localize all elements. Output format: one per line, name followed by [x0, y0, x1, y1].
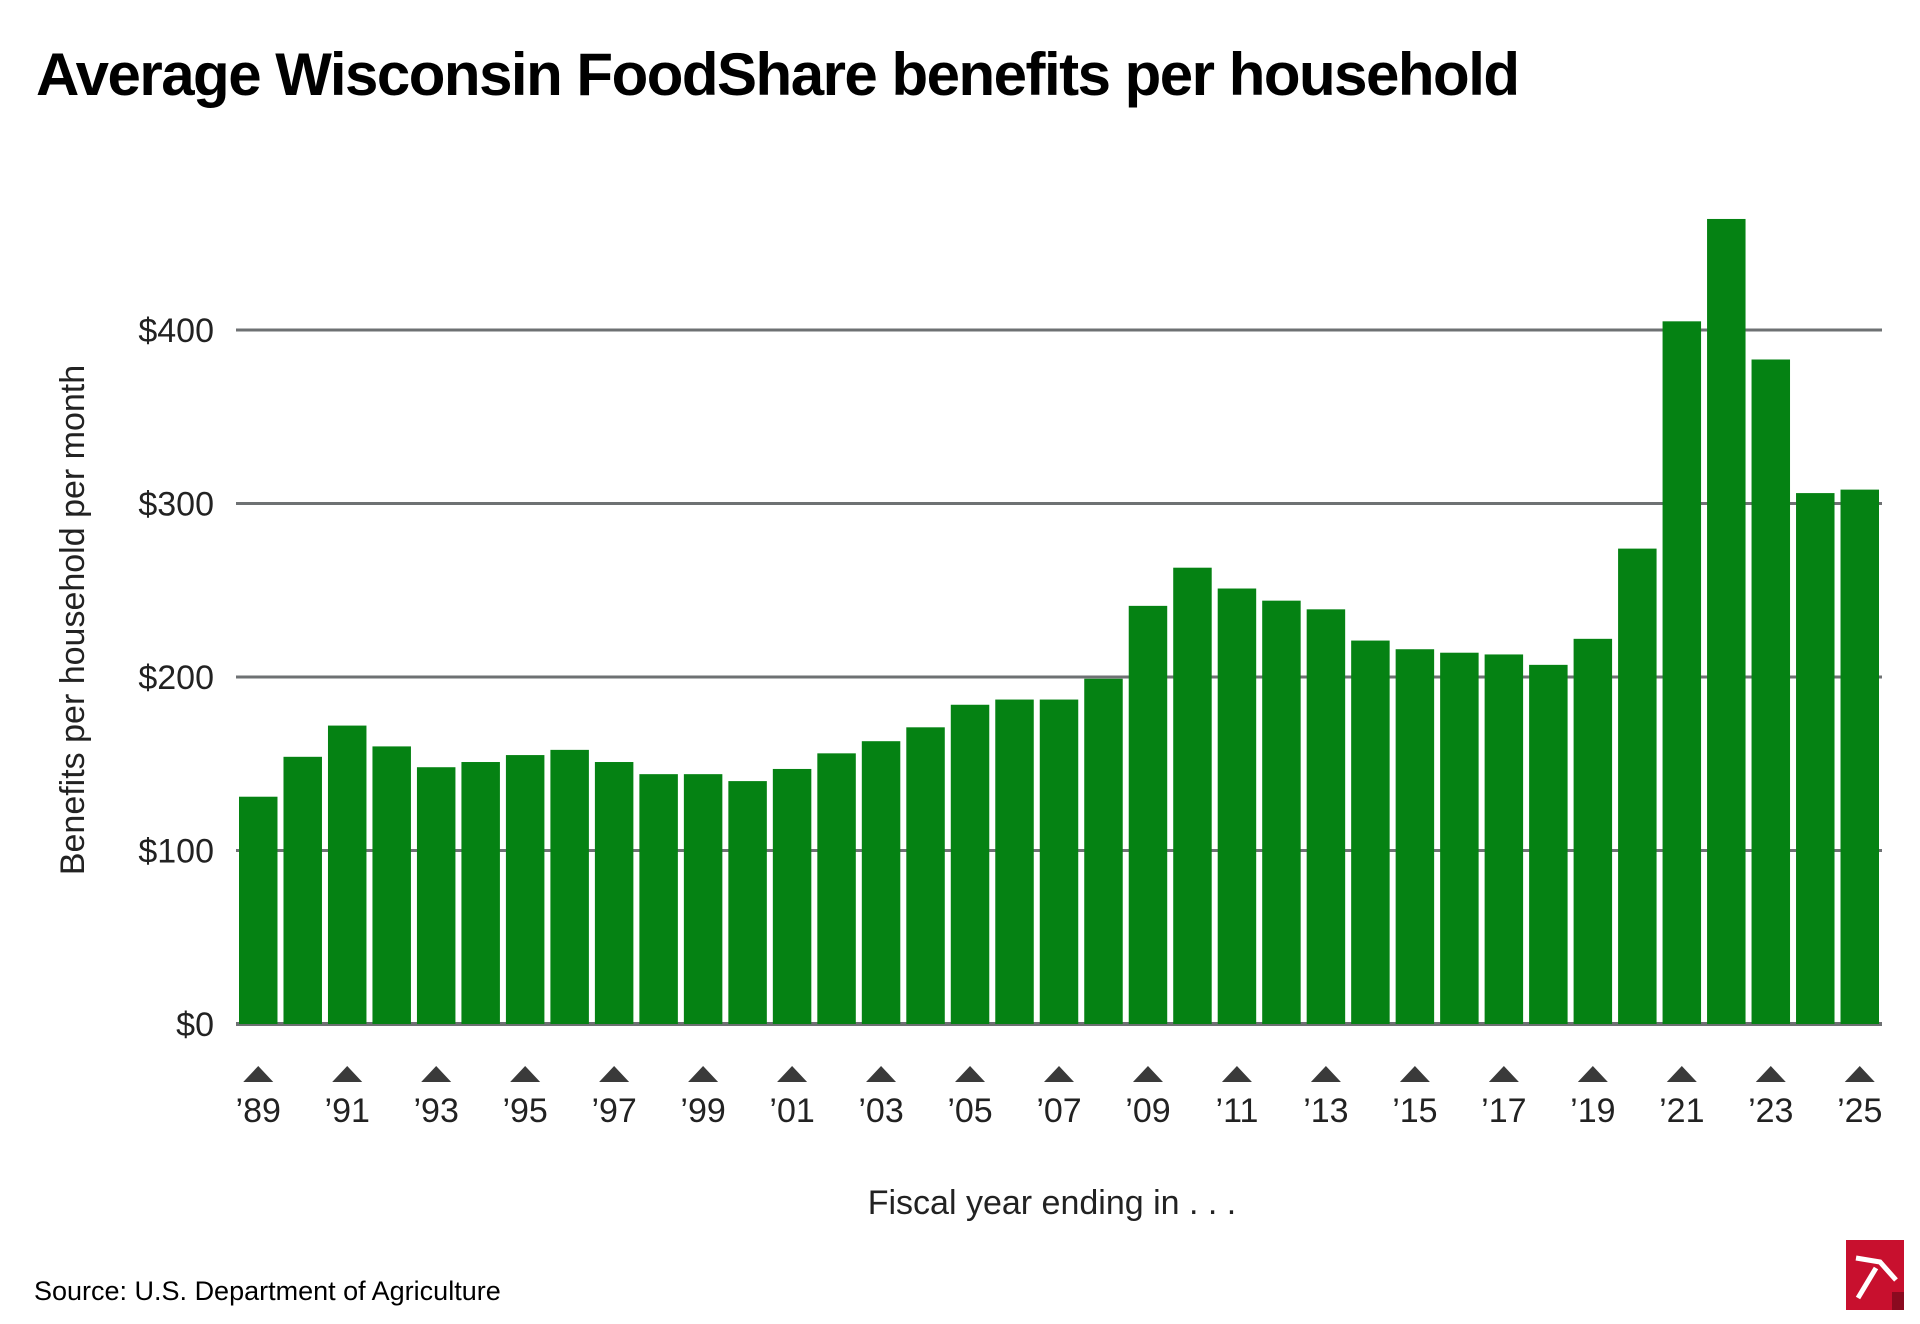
- bar-1998: [639, 774, 678, 1024]
- x-tick-label: ’13: [1303, 1092, 1348, 1130]
- bar-2010: [1173, 567, 1212, 1024]
- x-tick-label: ’03: [858, 1092, 903, 1130]
- bar-2003: [861, 741, 901, 1024]
- bar-2020: [1618, 548, 1657, 1024]
- x-tick-label: ’25: [1837, 1092, 1882, 1130]
- bar-2009: [1128, 605, 1168, 1024]
- x-tick-label: ’05: [947, 1092, 992, 1130]
- bar-2013: [1306, 609, 1346, 1024]
- x-tick-label: ’19: [1570, 1092, 1615, 1130]
- x-tick-label: ’21: [1659, 1092, 1704, 1130]
- x-tick-marker: [1755, 1066, 1786, 1082]
- bar-2017: [1484, 654, 1524, 1024]
- y-tick-label: $0: [176, 1006, 214, 1044]
- bar-1995: [505, 755, 545, 1024]
- x-tick-marker: [688, 1066, 719, 1082]
- bar-2011: [1217, 588, 1257, 1024]
- x-tick-marker: [1044, 1066, 1074, 1082]
- x-tick-marker: [1488, 1066, 1519, 1082]
- bar-2004: [906, 727, 945, 1024]
- logo-icon: [1846, 1240, 1904, 1310]
- chart-title: Average Wisconsin FoodShare benefits per…: [36, 41, 1520, 108]
- y-tick-label: $100: [138, 833, 214, 871]
- bar-2002: [817, 753, 856, 1024]
- x-tick-marker: [1399, 1066, 1430, 1082]
- x-tick-label: ’11: [1216, 1092, 1259, 1130]
- x-tick-label: ’95: [502, 1092, 547, 1130]
- x-tick-label: ’99: [680, 1092, 725, 1130]
- bar-2025: [1840, 489, 1879, 1024]
- bar-1992: [372, 746, 411, 1024]
- bar-1999: [683, 774, 723, 1024]
- bar-2007: [1039, 699, 1079, 1024]
- x-tick-marker: [1666, 1066, 1697, 1082]
- x-axis-ticks: ’89 ’91 ’93 ’95 ’97 ’99 ’01 ’03 ’05 ’07 ’09 ’11 ’13 ’…: [236, 1066, 1882, 1130]
- x-tick-marker: [332, 1066, 363, 1082]
- bar-1994: [461, 762, 500, 1024]
- bar-2008: [1084, 678, 1123, 1024]
- bar-2024: [1796, 493, 1835, 1025]
- bar-2012: [1262, 600, 1301, 1024]
- bar-1996: [550, 749, 589, 1024]
- y-tick-label: $300: [138, 486, 214, 524]
- bar-1989: [239, 796, 278, 1024]
- x-tick-marker: [1310, 1066, 1341, 1082]
- bar-1990: [283, 756, 322, 1024]
- y-tick-label: $200: [138, 659, 214, 697]
- x-tick-label: ’89: [236, 1092, 281, 1130]
- x-axis-title: Fiscal year ending in . . .: [868, 1184, 1237, 1222]
- bar-2022: [1707, 218, 1746, 1024]
- x-tick-label: ’91: [325, 1092, 370, 1130]
- y-axis-title: Benefits per household per month: [54, 365, 92, 875]
- y-axis-ticks: $0 $100 $200 $300 $400: [138, 312, 214, 1044]
- bar-2000: [728, 781, 767, 1024]
- bar-2005: [950, 704, 990, 1024]
- x-tick-label: ’93: [414, 1092, 459, 1130]
- bar-2014: [1351, 640, 1390, 1024]
- x-tick-label: ’01: [769, 1092, 814, 1130]
- bar-2023: [1751, 359, 1791, 1024]
- x-tick-label: ’09: [1125, 1092, 1170, 1130]
- x-tick-label: ’97: [591, 1092, 636, 1130]
- x-tick-marker: [510, 1066, 541, 1082]
- bar-2015: [1395, 649, 1435, 1024]
- x-tick-marker: [243, 1066, 274, 1082]
- bar-2021: [1662, 321, 1702, 1024]
- x-tick-marker: [421, 1066, 452, 1082]
- bar-1997: [594, 762, 634, 1024]
- bar-1993: [416, 767, 456, 1024]
- x-tick-label: ’07: [1036, 1092, 1081, 1130]
- x-tick-marker: [1221, 1066, 1252, 1082]
- bar-2016: [1440, 652, 1479, 1024]
- x-tick-marker: [777, 1066, 808, 1082]
- x-tick-marker: [866, 1066, 897, 1082]
- bar-2006: [995, 699, 1034, 1024]
- bar-2001: [772, 768, 812, 1024]
- bar-1991: [327, 725, 367, 1024]
- x-tick-label: ’17: [1481, 1092, 1526, 1130]
- bar-2018: [1529, 664, 1568, 1024]
- x-tick-marker: [955, 1066, 986, 1082]
- source-note: Source: U.S. Department of Agriculture: [34, 1276, 501, 1306]
- y-tick-label: $400: [138, 312, 214, 350]
- x-tick-marker: [1844, 1066, 1875, 1082]
- bar-2019: [1573, 638, 1613, 1024]
- x-tick-label: ’15: [1392, 1092, 1437, 1130]
- x-tick-marker: [1577, 1066, 1608, 1082]
- x-tick-marker: [1132, 1066, 1163, 1082]
- x-tick-label: ’23: [1748, 1092, 1793, 1130]
- x-tick-marker: [599, 1066, 630, 1082]
- bars: [239, 218, 1879, 1025]
